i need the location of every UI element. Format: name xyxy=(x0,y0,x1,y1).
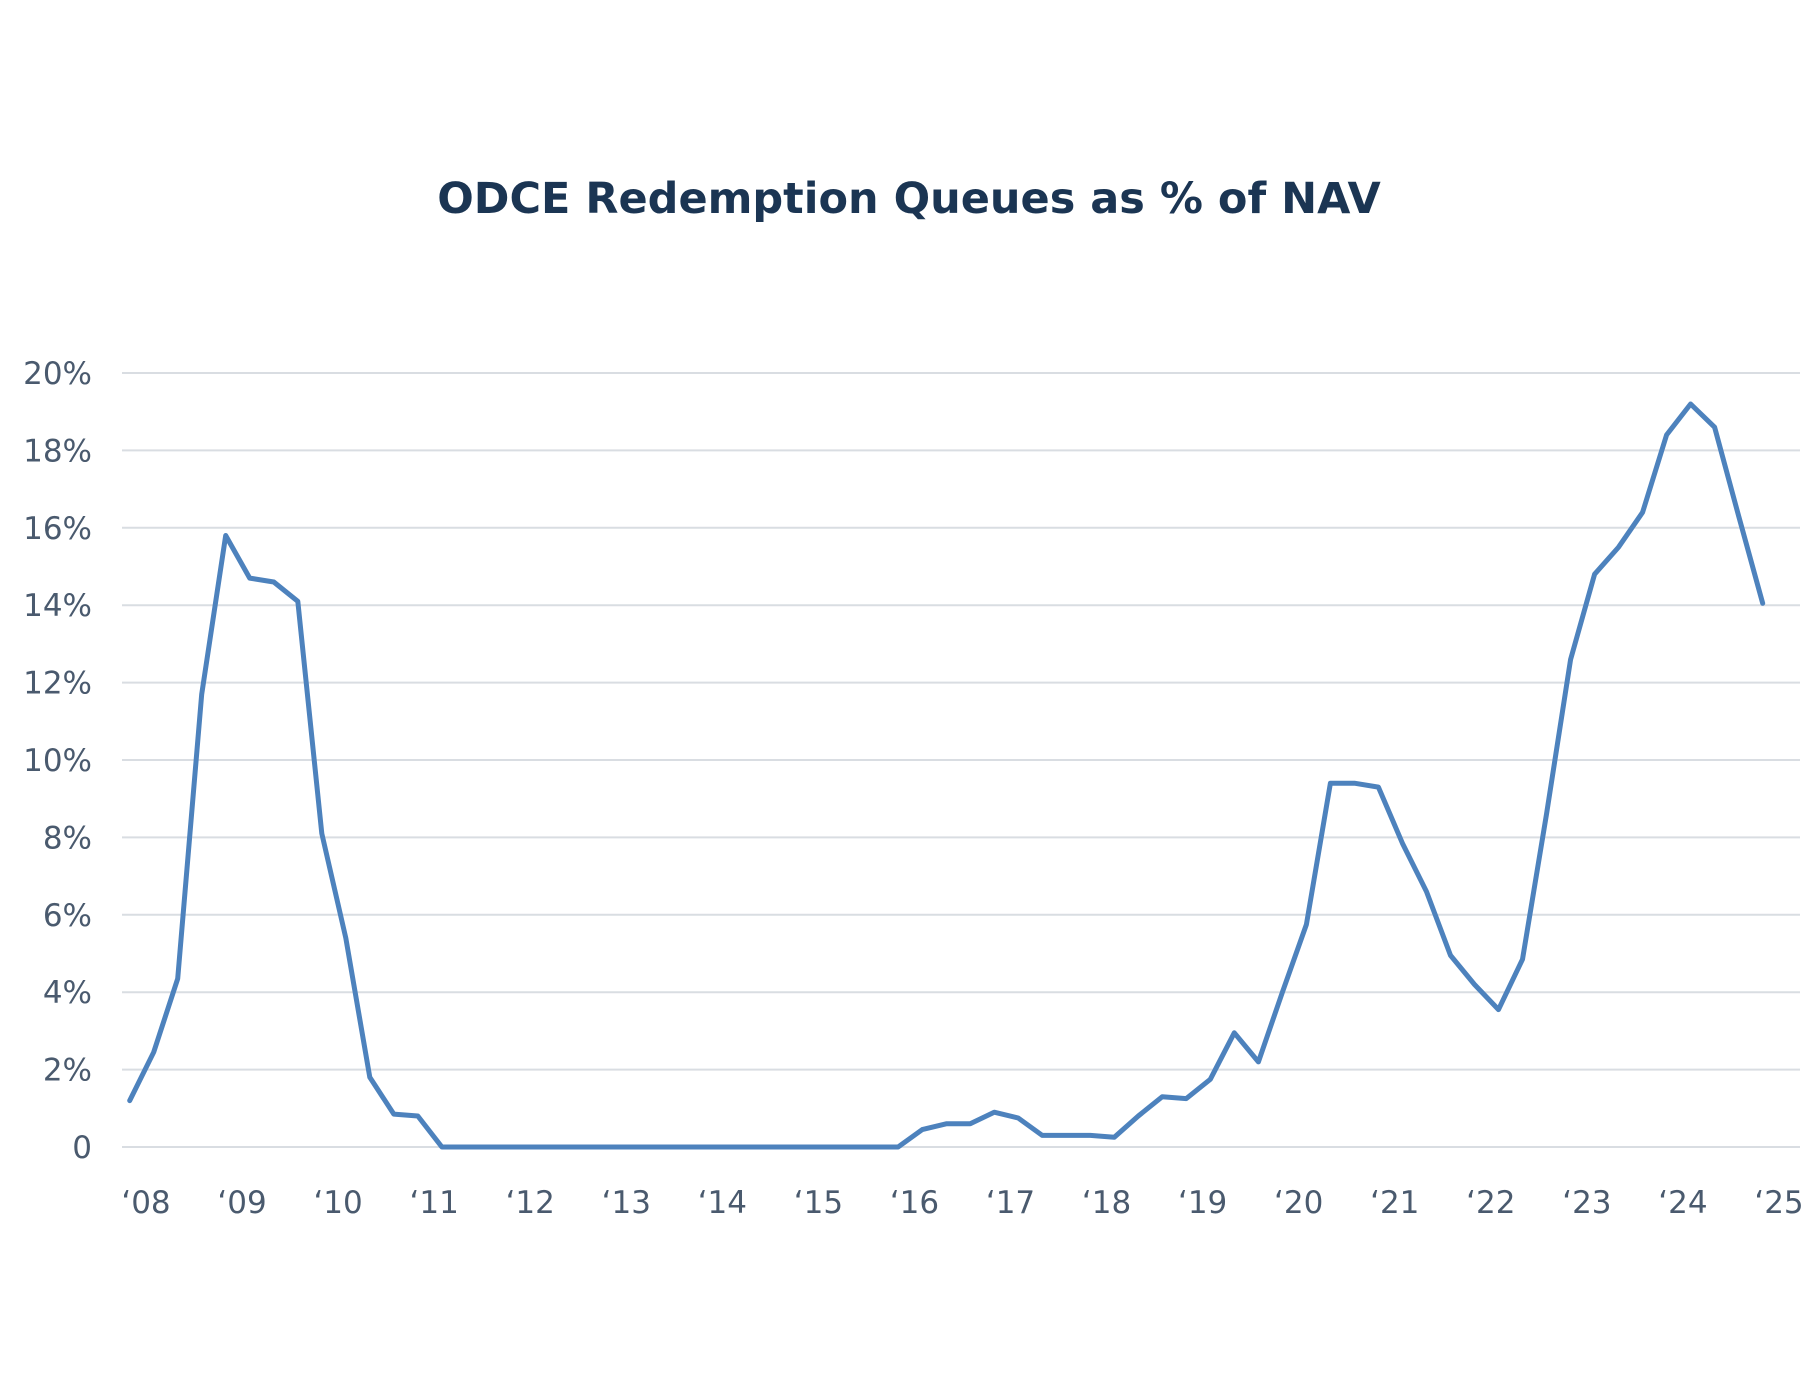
series-layer xyxy=(127,401,1766,1150)
x-tick-label: ‘21 xyxy=(1370,1185,1419,1221)
y-tick-label: 2% xyxy=(43,1053,92,1089)
x-tick-label: ‘20 xyxy=(1274,1185,1323,1221)
y-tick-label: 4% xyxy=(43,975,92,1011)
x-tick-label: ‘16 xyxy=(890,1185,939,1221)
y-tick-label: 8% xyxy=(43,820,92,856)
x-tick-label: ‘12 xyxy=(506,1185,555,1221)
x-tick-label: ‘11 xyxy=(410,1185,459,1221)
x-tick-label: ‘25 xyxy=(1754,1185,1803,1221)
x-tick-label: ‘08 xyxy=(121,1185,170,1221)
x-tick-label: ‘15 xyxy=(794,1185,843,1221)
x-tick-label: ‘09 xyxy=(217,1185,266,1221)
series-line xyxy=(127,401,1766,1150)
y-tick-label: 6% xyxy=(43,898,92,934)
y-tick-label: 12% xyxy=(23,666,92,702)
chart-title: ODCE Redemption Queues as % of NAV xyxy=(437,174,1381,224)
x-tick-label: ‘14 xyxy=(698,1185,747,1221)
x-tick-label: ‘18 xyxy=(1082,1185,1131,1221)
y-tick-label: 16% xyxy=(23,511,92,547)
x-tick-label: ‘22 xyxy=(1466,1185,1515,1221)
gridlines xyxy=(122,372,1800,1148)
y-tick-label: 14% xyxy=(23,588,92,624)
x-tick-label: ‘19 xyxy=(1178,1185,1227,1221)
x-axis-tick-labels: ‘08 ‘09 ‘10 ‘11 ‘12 ‘13 ‘14 ‘15 ‘16 ‘17 ‘18 ‘19 ‘20 ‘… xyxy=(121,1185,1803,1221)
y-tick-label: 18% xyxy=(23,433,92,469)
y-tick-label: 0 xyxy=(72,1130,92,1166)
y-axis-tick-labels: 0 2% 4% 6% 8% 10% 12% 14% 16% 18% 20% xyxy=(23,356,92,1166)
x-tick-label: ‘24 xyxy=(1658,1185,1707,1221)
x-tick-label: ‘23 xyxy=(1562,1185,1611,1221)
y-tick-label: 20% xyxy=(23,356,92,392)
x-tick-label: ‘17 xyxy=(986,1185,1035,1221)
x-tick-label: ‘13 xyxy=(602,1185,651,1221)
x-tick-label: ‘10 xyxy=(313,1185,362,1221)
y-tick-label: 10% xyxy=(23,743,92,779)
